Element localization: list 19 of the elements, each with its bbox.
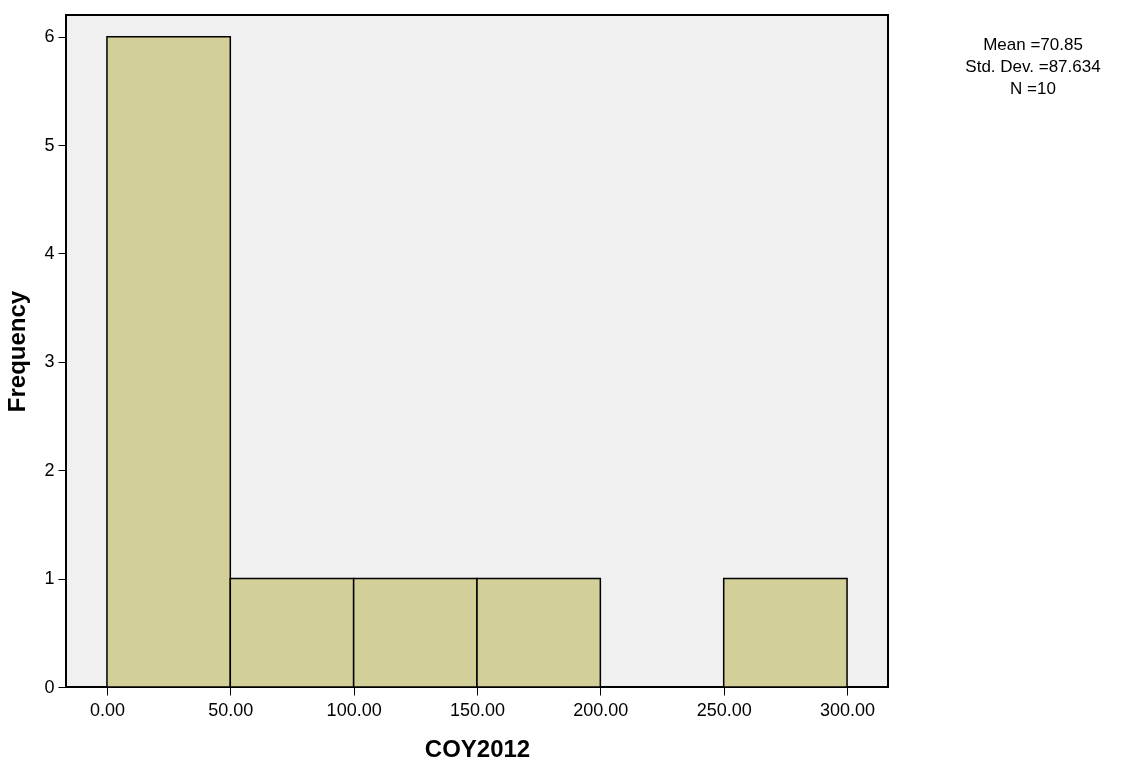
x-axis-title: COY2012 <box>424 734 531 762</box>
x-tick-label: 250.00 <box>696 699 752 720</box>
text: Mean =70.85 <box>983 35 1083 54</box>
y-tick-label: 4 <box>44 242 55 263</box>
x-tick-label: 0.00 <box>89 699 125 720</box>
y-tick-label: 6 <box>44 26 55 47</box>
text: Std. Dev. =87.634 <box>965 57 1101 76</box>
y-tick-label: 1 <box>44 568 55 589</box>
y-tick-label: 3 <box>44 351 55 372</box>
y-axis-title: Frequency <box>3 290 31 413</box>
y-tick-label: 2 <box>44 459 55 480</box>
x-tick-label: 100.00 <box>326 699 382 720</box>
x-tick-label: 50.00 <box>208 699 254 720</box>
x-tick-label: 200.00 <box>573 699 629 720</box>
text: N =10 <box>1010 79 1056 98</box>
x-tick-label: 150.00 <box>449 699 506 720</box>
y-tick-label: 5 <box>44 134 55 155</box>
y-tick-label: 0 <box>44 676 55 697</box>
x-tick-label: 300.00 <box>820 699 876 720</box>
